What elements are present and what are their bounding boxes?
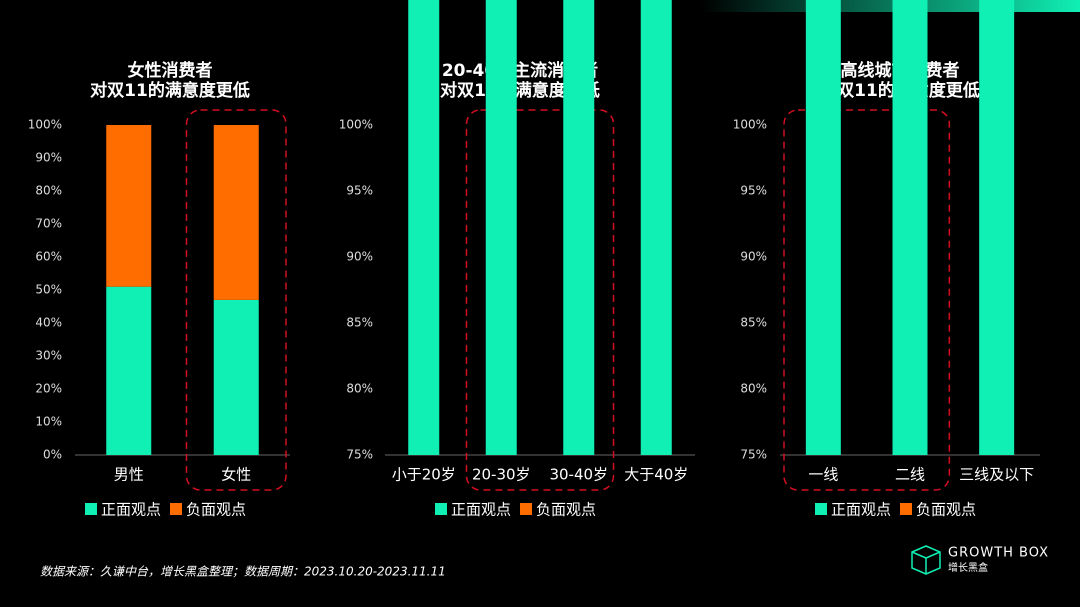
legend-label: 正面观点: [101, 501, 161, 519]
logo-subtext: 增长黑盒: [948, 561, 988, 574]
x-tick-label: 30-40岁: [549, 466, 608, 484]
y-tick-label: 10%: [35, 415, 62, 429]
y-tick-label: 80%: [346, 382, 373, 396]
x-tick-label: 三线及以下: [959, 466, 1034, 484]
x-tick-label: 20-30岁: [472, 466, 531, 484]
y-tick-label: 90%: [35, 151, 62, 165]
legend-label: 正面观点: [451, 501, 511, 519]
highlight-box: [783, 109, 951, 491]
bar-segment: [106, 125, 152, 287]
y-tick-label: 20%: [35, 382, 62, 396]
top-bar: [700, 0, 1080, 12]
chart-title: 对双11的满意度更低: [90, 80, 250, 101]
y-tick-label: 75%: [740, 448, 767, 462]
logo-icon: [911, 545, 941, 575]
bar-segment: [408, 0, 440, 455]
y-tick-label: 60%: [35, 250, 62, 264]
y-tick-label: 75%: [346, 448, 373, 462]
highlight-box: [465, 109, 615, 491]
legend-swatch: [900, 503, 912, 515]
x-tick-label: 大于40岁: [624, 466, 688, 484]
chart-title: 对双11的满意度更低: [440, 80, 600, 101]
x-tick-label: 女性: [221, 466, 251, 484]
legend-label: 负面观点: [916, 501, 976, 519]
y-tick-label: 100%: [28, 118, 62, 132]
legend-label: 正面观点: [831, 501, 891, 519]
y-tick-label: 90%: [346, 250, 373, 264]
y-tick-label: 100%: [733, 118, 767, 132]
chart-title: 20-40岁主流消费者: [442, 60, 598, 81]
y-tick-label: 95%: [740, 184, 767, 198]
bar-segment: [640, 0, 672, 456]
chart-title: 女性消费者: [128, 60, 213, 81]
legend-label: 负面观点: [536, 501, 596, 519]
bar-segment: [563, 0, 595, 455]
x-tick-label: 一线: [808, 466, 838, 484]
legend-label: 负面观点: [186, 501, 246, 519]
bar-segment: [213, 125, 259, 300]
x-tick-label: 二线: [895, 466, 925, 484]
logo-text: GROWTH BOX: [948, 546, 1049, 561]
legend-swatch: [815, 503, 827, 515]
y-tick-label: 85%: [346, 316, 373, 330]
legend-swatch: [85, 503, 97, 515]
y-tick-label: 95%: [346, 184, 373, 198]
y-tick-label: 0%: [43, 448, 62, 462]
y-tick-label: 80%: [35, 184, 62, 198]
bar-segment: [979, 0, 1015, 455]
y-tick-label: 70%: [35, 217, 62, 231]
y-tick-label: 40%: [35, 316, 62, 330]
x-tick-label: 男性: [114, 466, 144, 484]
legend-swatch: [435, 503, 447, 515]
x-tick-label: 小于20岁: [392, 466, 456, 484]
bar-segment: [213, 299, 259, 455]
y-tick-label: 50%: [35, 283, 62, 297]
y-tick-label: 85%: [740, 316, 767, 330]
y-tick-label: 80%: [740, 382, 767, 396]
bar-segment: [106, 286, 152, 455]
y-tick-label: 30%: [35, 349, 62, 363]
y-tick-label: 90%: [740, 250, 767, 264]
legend-swatch: [520, 503, 532, 515]
source-note: 数据来源：久谦中台，增长黑盒整理；数据周期：2023.10.20-2023.11…: [40, 565, 446, 579]
logo: GROWTH BOX 增长黑盒: [911, 545, 1049, 575]
y-tick-label: 100%: [339, 118, 373, 132]
bar-segment: [805, 0, 841, 456]
highlight-box: [185, 109, 287, 491]
bar-segment: [892, 0, 928, 455]
bar-segment: [485, 0, 517, 455]
legend-swatch: [170, 503, 182, 515]
